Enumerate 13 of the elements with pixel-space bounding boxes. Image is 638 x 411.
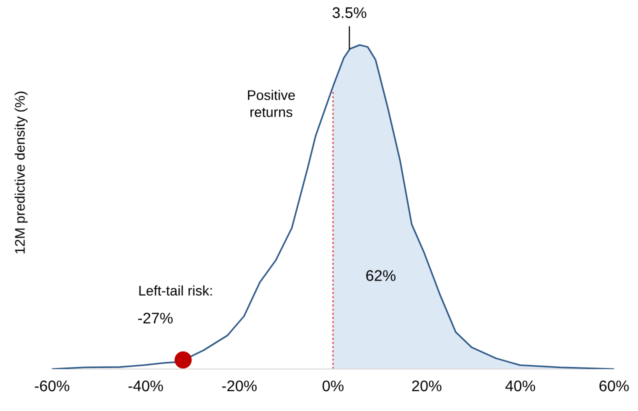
annotation: 62% bbox=[366, 270, 396, 281]
x-tick-label: 60% bbox=[599, 380, 629, 392]
x-tick-label: 0% bbox=[322, 380, 344, 392]
x-tick-label: -40% bbox=[128, 380, 163, 392]
annotation: Left-tail risk: bbox=[139, 285, 212, 296]
annotation: Positive returns bbox=[248, 90, 295, 118]
x-tick-label: 40% bbox=[505, 380, 536, 392]
annotation: -27% bbox=[138, 312, 173, 324]
annotation: 3.5% bbox=[332, 7, 366, 18]
x-tick-label: -20% bbox=[222, 380, 257, 392]
x-tick-label: 20% bbox=[412, 380, 442, 392]
y-axis-title: 12M predictive density (%) bbox=[14, 92, 28, 254]
x-tick-label: -60% bbox=[34, 380, 70, 392]
